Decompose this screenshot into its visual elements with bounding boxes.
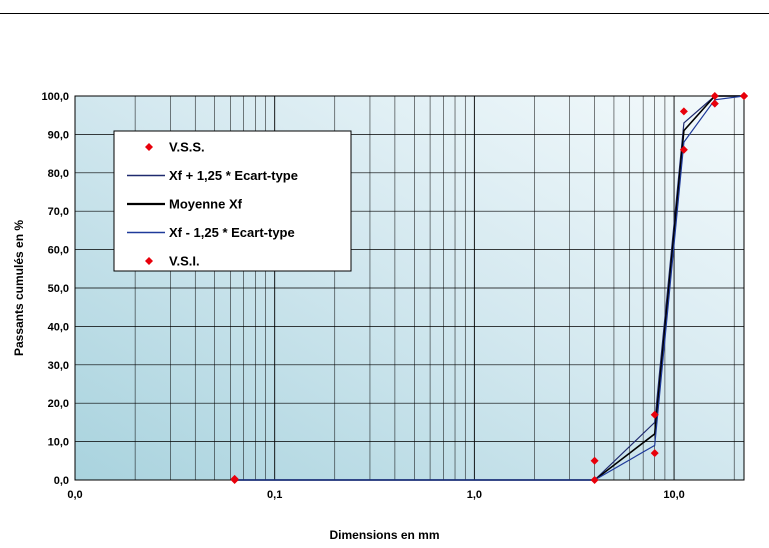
legend-marker-diamond (145, 257, 153, 265)
series-point-4 (590, 476, 599, 484)
y-tick-label: 90,0 (48, 129, 69, 141)
series-line-3 (234, 95, 745, 481)
legend-label: Xf - 1,25 * Ecart-type (169, 225, 295, 240)
y-tick-label: 40,0 (48, 321, 69, 333)
y-tick-label: 60,0 (48, 245, 69, 257)
legend: V.S.S. Xf + 1,25 * Ecart-type Moyenne Xf Xf… (113, 130, 352, 272)
legend-label: Moyenne Xf (169, 197, 243, 212)
series-points (230, 92, 748, 484)
series-lines (234, 95, 745, 481)
y-tick-label: 30,0 (48, 360, 69, 372)
axis-tick-labels: 0,0 10,0 20,0 30,0 40,0 50,0 60,0 70,0 80,0 90,0 1… (41, 91, 684, 501)
legend-item: V.S.I. (145, 254, 200, 269)
x-tick-label: 10,0 (663, 489, 684, 501)
series-point-0 (710, 92, 719, 100)
y-tick-label: 20,0 (48, 398, 69, 410)
series-point-0 (679, 107, 688, 116)
y-tick-label: 0,0 (54, 475, 69, 487)
series-point-4 (679, 145, 688, 154)
series-point-4 (710, 99, 719, 108)
series-point-0 (650, 410, 659, 419)
x-tick-label: 0,1 (267, 489, 282, 501)
legend-item: V.S.S. (145, 140, 205, 155)
legend-item: Moyenne Xf (127, 197, 243, 212)
legend-marker-diamond (145, 143, 153, 151)
legend-label: V.S.I. (169, 254, 200, 269)
legend-label: V.S.S. (169, 140, 205, 155)
series-point-0 (590, 456, 599, 465)
legend-item: Xf - 1,25 * Ecart-type (127, 225, 295, 240)
series-point-4 (230, 476, 239, 484)
y-tick-label: 100,0 (41, 91, 69, 103)
y-tick-label: 50,0 (48, 283, 69, 295)
legend-item: Xf + 1,25 * Ecart-type (127, 168, 298, 183)
series-point-4 (740, 92, 748, 100)
x-tick-label: 1,0 (467, 489, 482, 501)
legend-box (113, 130, 352, 272)
x-tick-label: 0,0 (67, 489, 82, 501)
y-tick-label: 10,0 (48, 437, 69, 449)
series-point-4 (650, 449, 659, 458)
top-rule (0, 13, 769, 14)
legend-label: Xf + 1,25 * Ecart-type (169, 168, 298, 183)
y-tick-label: 70,0 (48, 206, 69, 218)
y-tick-label: 80,0 (48, 168, 69, 180)
x-axis-label: Dimensions en mm (329, 528, 440, 542)
y-axis-label: Passants cumulés en % (12, 220, 26, 356)
